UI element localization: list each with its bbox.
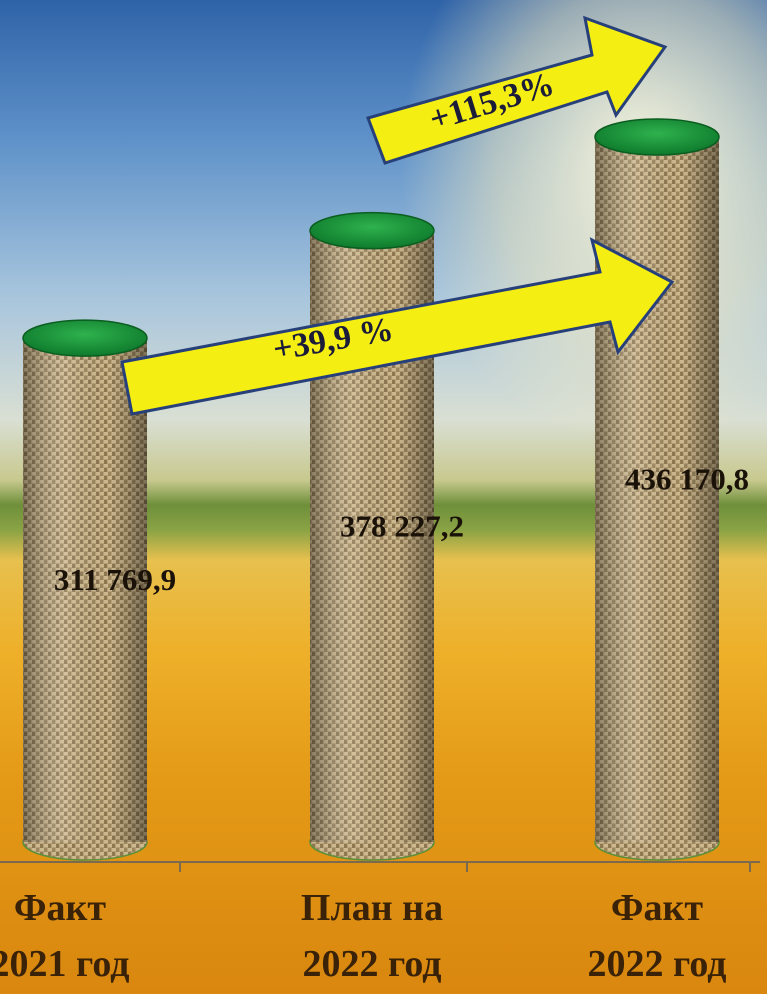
cylinder-top <box>22 319 148 357</box>
x-tick-label: План на 2022 год <box>300 887 444 985</box>
bar-shade <box>23 338 147 842</box>
value-label: 378 227,2 <box>340 508 464 543</box>
cylinder <box>22 319 148 861</box>
value-label: 311 769,9 <box>54 562 176 597</box>
arrow-shape <box>366 15 668 165</box>
cylinder-top <box>594 118 720 156</box>
cylinder <box>594 118 720 861</box>
arrow-shape <box>120 237 675 416</box>
x-tick-label: Факт 2021 год <box>0 887 130 985</box>
value-label: 436 170,8 <box>625 462 749 497</box>
bars <box>22 118 720 861</box>
growth-arrow: +39,9 % <box>120 237 675 416</box>
cylinder-top <box>309 211 435 250</box>
value-labels: 311 769,9 378 227,2 436 170,8 <box>54 462 749 598</box>
axis <box>0 861 760 872</box>
x-tick-label: Факт 2022 год <box>587 887 727 985</box>
